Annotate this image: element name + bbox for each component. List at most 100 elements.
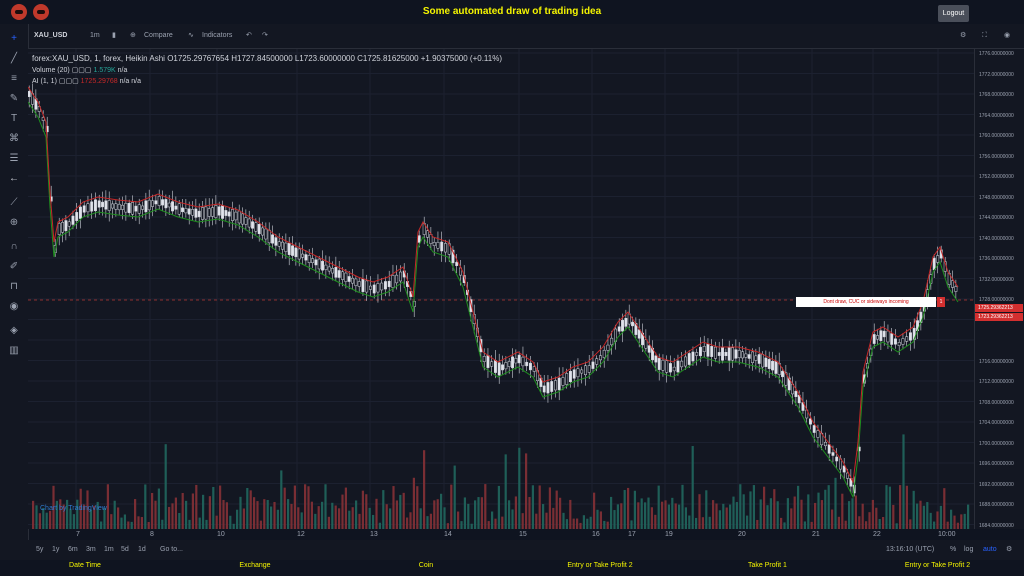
volume-bar <box>650 507 653 529</box>
trade-annotation[interactable]: Dont draw, CUC or sideways incoming <box>796 297 936 307</box>
volume-bar <box>263 499 266 529</box>
range-1m[interactable]: 1m <box>104 546 114 553</box>
percent-toggle[interactable]: % <box>950 546 957 553</box>
volume-bar <box>610 496 613 529</box>
settings-icon[interactable]: ⚙ <box>960 32 967 39</box>
volume-bar <box>528 497 531 529</box>
candle-body <box>291 245 294 256</box>
magnet-icon[interactable]: ∩ <box>10 241 18 252</box>
volume-bar <box>426 516 429 529</box>
forecast-icon[interactable]: ☰ <box>9 153 19 164</box>
volume-bar <box>946 521 949 529</box>
candle-body <box>347 276 351 282</box>
ai-price-tag: 1723.29362213 <box>975 313 1023 321</box>
volume-bar <box>956 522 959 529</box>
volume-bar <box>215 515 218 529</box>
text-icon[interactable]: T <box>10 113 18 124</box>
auto-toggle[interactable]: auto <box>983 546 997 553</box>
candle-body <box>721 347 724 361</box>
annotation-badge[interactable]: 1 <box>937 297 945 307</box>
candle-body <box>307 255 311 263</box>
candle-body <box>784 372 788 386</box>
fib-icon[interactable]: ≡ <box>11 73 17 84</box>
volume-bar <box>205 519 208 529</box>
volume-bar <box>569 499 572 529</box>
bar-style-icon[interactable]: ▮ <box>112 32 116 39</box>
range-6m[interactable]: 6m <box>68 546 78 553</box>
candle-body <box>644 339 648 349</box>
brush-icon[interactable]: ✎ <box>9 93 19 104</box>
compare-icon[interactable]: ⊕ <box>130 32 136 39</box>
stay-drawing-icon[interactable]: ✐ <box>9 261 19 272</box>
volume-bar <box>508 500 511 529</box>
volume-bar <box>72 514 75 529</box>
undo-icon[interactable]: ↶ <box>246 32 252 39</box>
indicators-button[interactable]: Indicators <box>202 32 233 39</box>
candle-body <box>680 360 684 368</box>
volume-bar <box>181 492 184 529</box>
log-toggle[interactable]: log <box>964 546 974 553</box>
range-5y[interactable]: 5y <box>36 546 44 553</box>
back-icon[interactable]: ← <box>9 173 19 184</box>
screenshot-icon[interactable]: ◉ <box>1004 32 1011 39</box>
volume-bar <box>378 522 381 529</box>
trash-icon[interactable]: ▥ <box>9 345 19 356</box>
lock-icon[interactable]: ⊓ <box>10 281 18 292</box>
candle-body <box>194 208 198 218</box>
candle-body <box>187 208 191 215</box>
volume-bar <box>895 523 898 529</box>
candle-body <box>954 286 958 292</box>
volume-bar <box>504 454 507 529</box>
fullscreen-icon[interactable]: ⛶ <box>982 32 987 39</box>
compare-button[interactable]: Compare <box>144 32 173 39</box>
range-3m[interactable]: 3m <box>86 546 96 553</box>
candle-body <box>587 365 591 373</box>
crosshair-icon[interactable]: + <box>11 33 17 44</box>
eye-icon[interactable]: ◉ <box>9 301 19 312</box>
volume-bar <box>593 492 596 529</box>
candle-body <box>67 221 71 227</box>
chart-legend: forex:XAU_USD, 1, forex, Heikin Ashi O17… <box>32 54 503 85</box>
candle-body <box>387 280 391 288</box>
candle-body <box>751 351 754 363</box>
volume-bar <box>521 513 524 529</box>
zoom-icon[interactable]: ⊕ <box>9 217 19 228</box>
trendline-icon[interactable]: ╱ <box>10 53 18 64</box>
logout-button[interactable]: Logout <box>938 5 969 22</box>
settings-icon[interactable]: ⚙ <box>1006 546 1013 553</box>
price-axis-label: 1736.00000000 <box>979 256 1014 262</box>
volume-bar <box>606 521 609 529</box>
candle-body <box>177 203 181 215</box>
goto-button[interactable]: Go to... <box>160 546 183 553</box>
indicators-icon[interactable]: ∿ <box>188 32 194 39</box>
candle-body <box>244 217 248 225</box>
volume-bar <box>613 510 616 529</box>
candle-body <box>794 391 798 397</box>
layers-icon[interactable]: ◈ <box>10 325 18 336</box>
interval-selector[interactable]: 1m <box>90 32 100 39</box>
volume-bar <box>929 512 932 529</box>
volume-bar <box>732 496 735 529</box>
tradingview-logo[interactable]: Chart by TradingView <box>40 505 107 512</box>
range-1d[interactable]: 1d <box>138 546 146 553</box>
price-axis[interactable]: 1776.00000000 1772.00000000 1768.00000000 1… <box>974 49 1024 549</box>
range-1y[interactable]: 1y <box>52 546 60 553</box>
volume-bar <box>130 521 133 529</box>
volume-bar <box>661 501 664 529</box>
candle-body <box>591 361 595 369</box>
volume-bar <box>113 500 116 529</box>
candle-body <box>781 370 784 378</box>
price-axis-label: 1756.00000000 <box>979 153 1014 160</box>
candle-body <box>144 200 148 213</box>
candle-body <box>897 342 901 346</box>
symbol-selector[interactable]: XAU_USD <box>34 32 68 39</box>
ruler-icon[interactable]: ⟋ <box>10 197 18 208</box>
candle-body <box>824 441 827 447</box>
redo-icon[interactable]: ↷ <box>262 32 268 39</box>
time-axis-label: 15 <box>519 531 527 538</box>
candle-body <box>257 223 261 235</box>
range-5d[interactable]: 5d <box>121 546 129 553</box>
volume-bar <box>531 485 534 529</box>
price-chart[interactable] <box>28 49 974 529</box>
pattern-icon[interactable]: ⌘ <box>9 133 19 144</box>
